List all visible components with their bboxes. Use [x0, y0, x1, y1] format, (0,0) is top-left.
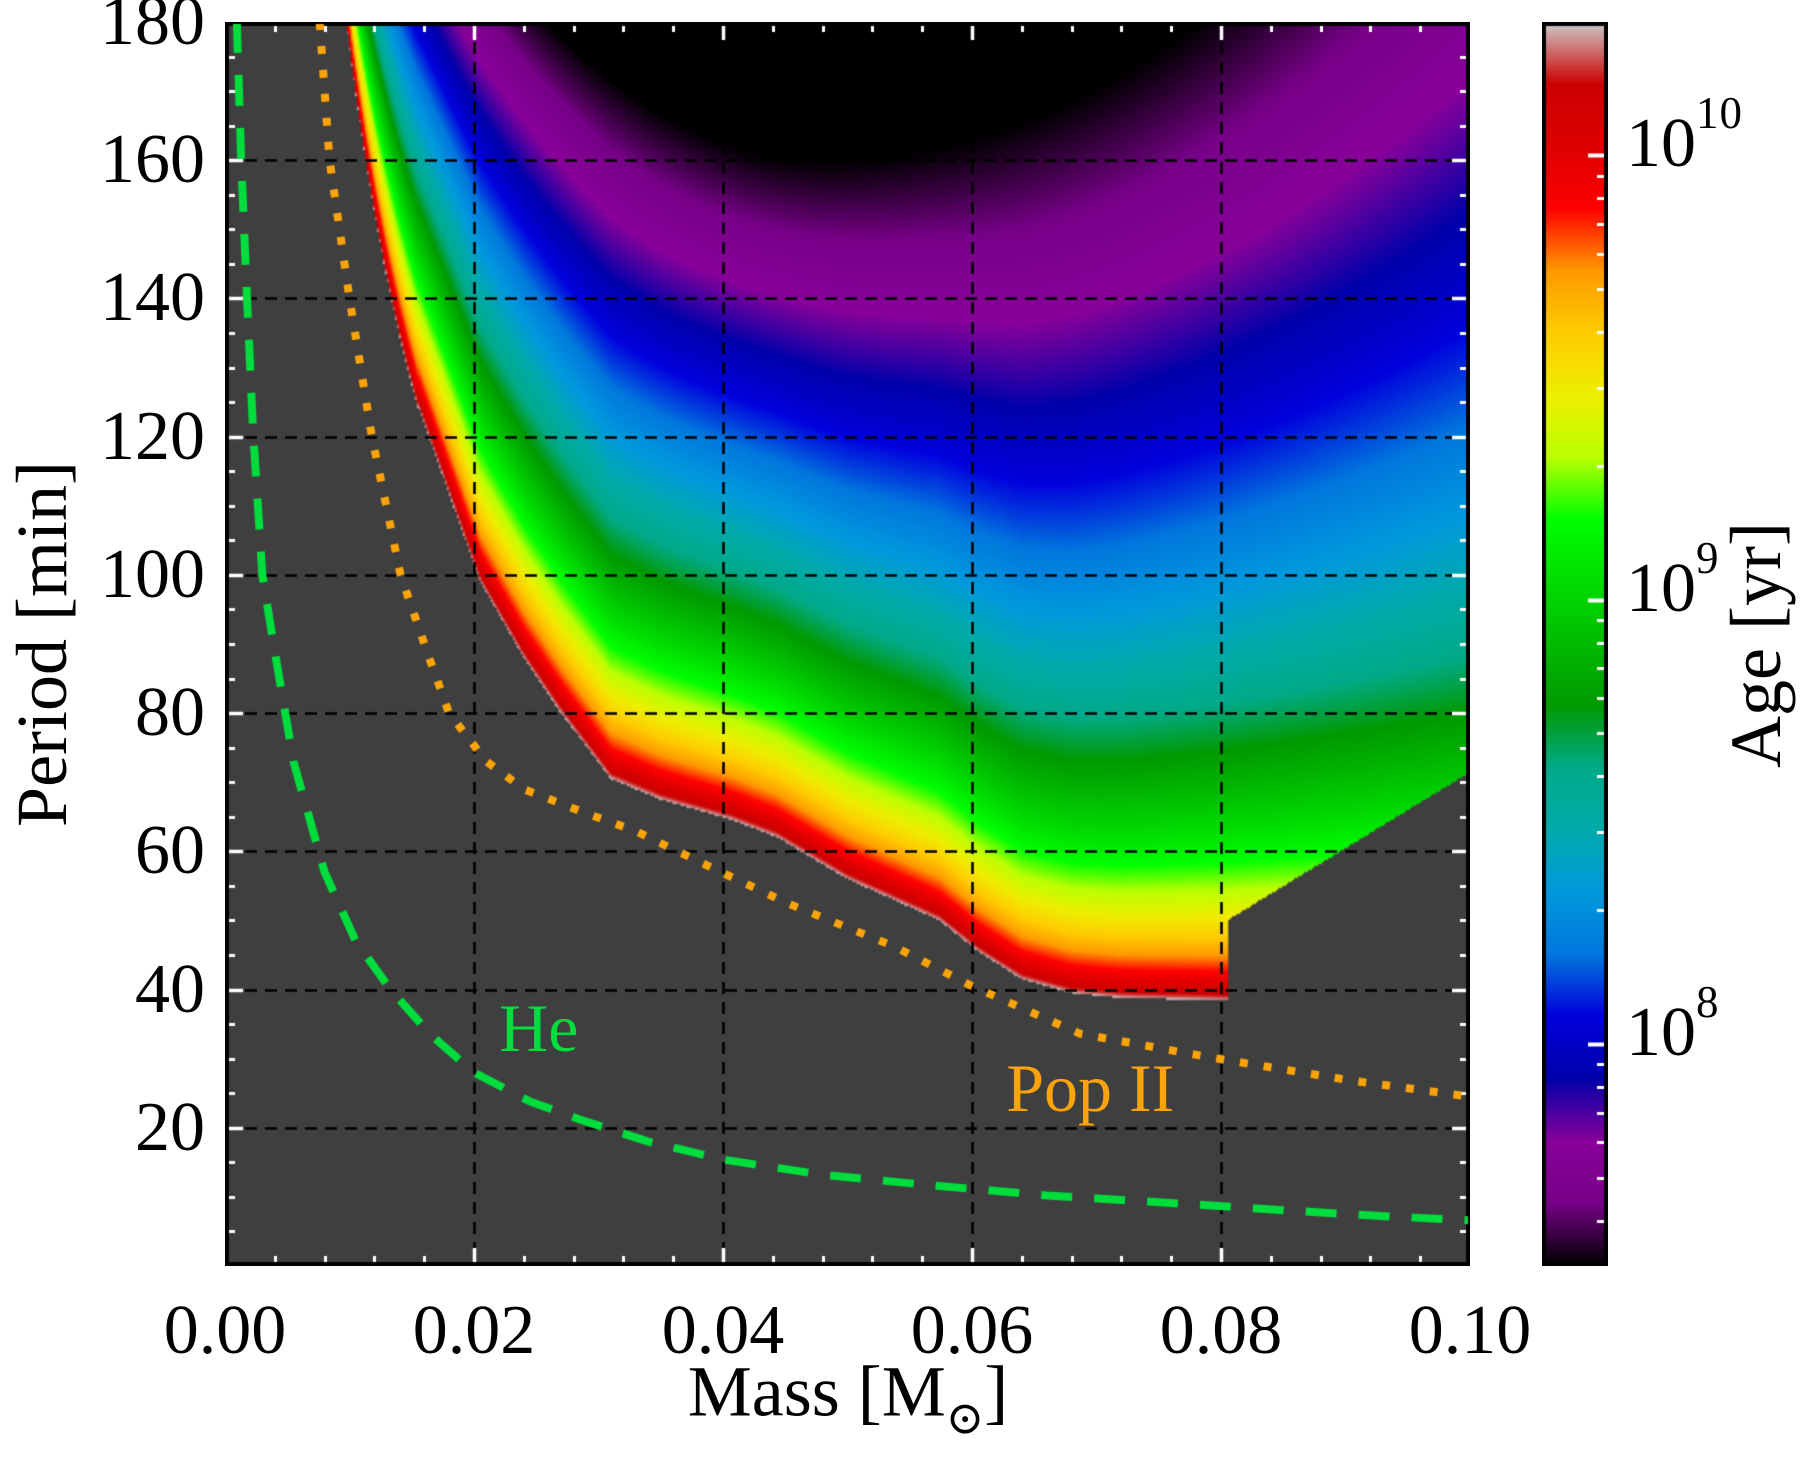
x-axis-title-post: ]	[984, 1351, 1009, 1432]
colorbar-tick-label: 1010	[1626, 91, 1743, 183]
y-tick-label: 60	[135, 812, 205, 890]
y-tick-label: 180	[100, 0, 205, 60]
colorbar-tick-exponent: 10	[1696, 88, 1743, 139]
colorbar-tick-exponent: 9	[1696, 532, 1720, 583]
colorbar-tick-base: 10	[1626, 549, 1696, 627]
x-tick-label: 0.08	[1159, 1292, 1283, 1369]
sun-symbol: ⊙	[945, 1392, 985, 1444]
y-tick-label: 80	[135, 674, 205, 752]
colorbar-tick-label: 109	[1626, 535, 1720, 627]
y-axis-title-text: Period [min]	[2, 461, 82, 827]
y-tick-label: 120	[100, 397, 205, 475]
heatmap-canvas	[225, 22, 1470, 1266]
x-axis-title-pre: Mass [M	[687, 1351, 946, 1432]
y-tick-label: 160	[100, 121, 205, 199]
y-axis-title: Period [min]	[2, 461, 82, 827]
colorbar-title: Age [yr]	[1716, 522, 1796, 768]
colorbar-tick-base: 10	[1626, 993, 1696, 1071]
x-axis-title: Mass [M⊙]	[688, 1354, 1009, 1457]
colorbar-title-text: Age [yr]	[1716, 522, 1796, 768]
y-tick-label: 40	[135, 950, 205, 1028]
colorbar-tick-exponent: 8	[1696, 976, 1720, 1027]
x-tick-label: 0.00	[163, 1292, 287, 1369]
colorbar-tick-base: 10	[1626, 105, 1696, 183]
colorbar-canvas	[1542, 22, 1608, 1266]
y-tick-label: 100	[100, 535, 205, 613]
x-tick-label: 0.02	[412, 1292, 536, 1369]
curve-label-pop2: Pop II	[1006, 1050, 1175, 1127]
curve-label-he: He	[499, 989, 579, 1066]
y-tick-label: 20	[135, 1088, 205, 1166]
x-tick-label: 0.04	[661, 1292, 785, 1369]
x-tick-label: 0.10	[1408, 1292, 1532, 1369]
y-tick-label: 140	[100, 259, 205, 337]
colorbar-tick-label: 108	[1626, 979, 1720, 1071]
x-tick-label: 0.06	[910, 1292, 1034, 1369]
